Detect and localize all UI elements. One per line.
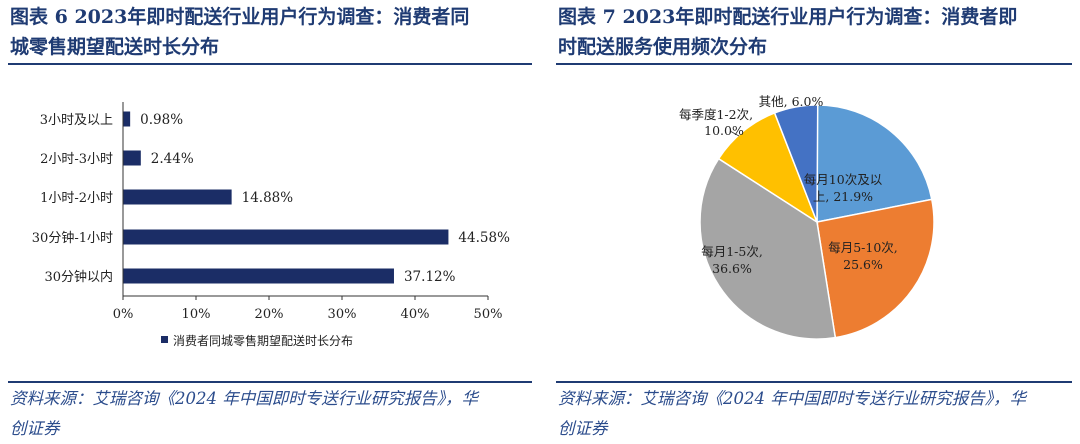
pie-slice	[816, 198, 935, 339]
bar	[123, 268, 394, 284]
left-top-rule	[8, 63, 532, 65]
category-label: 30分钟以内	[44, 269, 113, 285]
bar	[123, 150, 141, 166]
pie-slice	[816, 104, 933, 223]
pie-slice	[699, 157, 837, 340]
value-label: 2.44%	[151, 151, 194, 167]
right-panel: 图表 7 2023年即时配送行业用户行为调查：消费者即 时配送服务使用频次分布 …	[556, 0, 1072, 442]
value-label: 44.58%	[458, 230, 510, 246]
right-top-rule	[556, 63, 1072, 65]
bar	[123, 111, 131, 127]
slice-value-label: 上, 21.9%	[813, 189, 873, 204]
x-tick-label: 10%	[182, 307, 211, 322]
left-title-line1: 图表 6 2023年即时配送行业用户行为调查：消费者同	[10, 6, 470, 28]
x-tick-label: 40%	[401, 307, 430, 322]
left-source-line2: 创证券	[10, 419, 60, 438]
x-tick-label: 30%	[328, 307, 357, 322]
right-bottom-rule	[556, 381, 1072, 383]
left-bottom-rule	[8, 381, 532, 383]
left-panel: 图表 6 2023年即时配送行业用户行为调查：消费者同 城零售期望配送时长分布 …	[8, 0, 532, 442]
slice-label: 每季度1-2次,	[679, 107, 753, 122]
slice-value-label: 10.0%	[704, 123, 744, 138]
slice-value-label: 36.6%	[712, 261, 752, 276]
category-label: 2小时-3小时	[40, 152, 113, 167]
x-tick-label: 0%	[113, 307, 134, 322]
legend-label: 消费者同城零售期望配送时长分布	[173, 333, 353, 348]
left-title-line2: 城零售期望配送时长分布	[10, 36, 220, 58]
right-source-line2: 创证券	[558, 419, 608, 438]
bar	[123, 189, 232, 205]
left-source: 资料来源：艾瑞咨询《2024 年中国即时专送行业研究报告》，华 创证券	[10, 384, 478, 444]
leader-line	[729, 130, 740, 137]
bar-chart: 3小时及以上 0.98% 2小时-3小时 2.44% 1小时-2小时 14.88% 30分钟…	[32, 102, 510, 348]
slice-value-label: 25.6%	[843, 257, 883, 272]
pie-slice	[773, 104, 819, 223]
legend-swatch	[161, 336, 168, 343]
right-title-line2: 时配送服务使用频次分布	[558, 36, 768, 58]
slice-label: 其他, 6.0%	[759, 94, 824, 109]
value-label: 0.98%	[140, 112, 183, 128]
bar	[123, 229, 449, 245]
left-title: 图表 6 2023年即时配送行业用户行为调查：消费者同 城零售期望配送时长分布	[10, 2, 469, 62]
right-source-line1: 资料来源：艾瑞咨询《2024 年中国即时专送行业研究报告》，华	[558, 389, 1026, 408]
category-label: 3小时及以上	[40, 113, 113, 128]
value-label: 14.88%	[242, 190, 294, 206]
category-label: 30分钟-1小时	[32, 230, 113, 246]
pie-slice	[717, 111, 819, 224]
right-source: 资料来源：艾瑞咨询《2024 年中国即时专送行业研究报告》，华 创证券	[558, 384, 1026, 444]
right-title-line1: 图表 7 2023年即时配送行业用户行为调查：消费者即	[558, 6, 1018, 28]
slice-label: 每月1-5次,	[701, 244, 763, 259]
x-tick-label: 50%	[474, 307, 503, 322]
right-title: 图表 7 2023年即时配送行业用户行为调查：消费者即 时配送服务使用频次分布	[558, 2, 1017, 62]
x-tick-label: 20%	[255, 307, 284, 322]
slice-label: 每月10次及以	[804, 172, 883, 187]
slice-label: 每月5-10次,	[828, 240, 898, 255]
category-label: 1小时-2小时	[40, 191, 113, 206]
value-label: 37.12%	[404, 269, 456, 285]
left-source-line1: 资料来源：艾瑞咨询《2024 年中国即时专送行业研究报告》，华	[10, 389, 478, 408]
